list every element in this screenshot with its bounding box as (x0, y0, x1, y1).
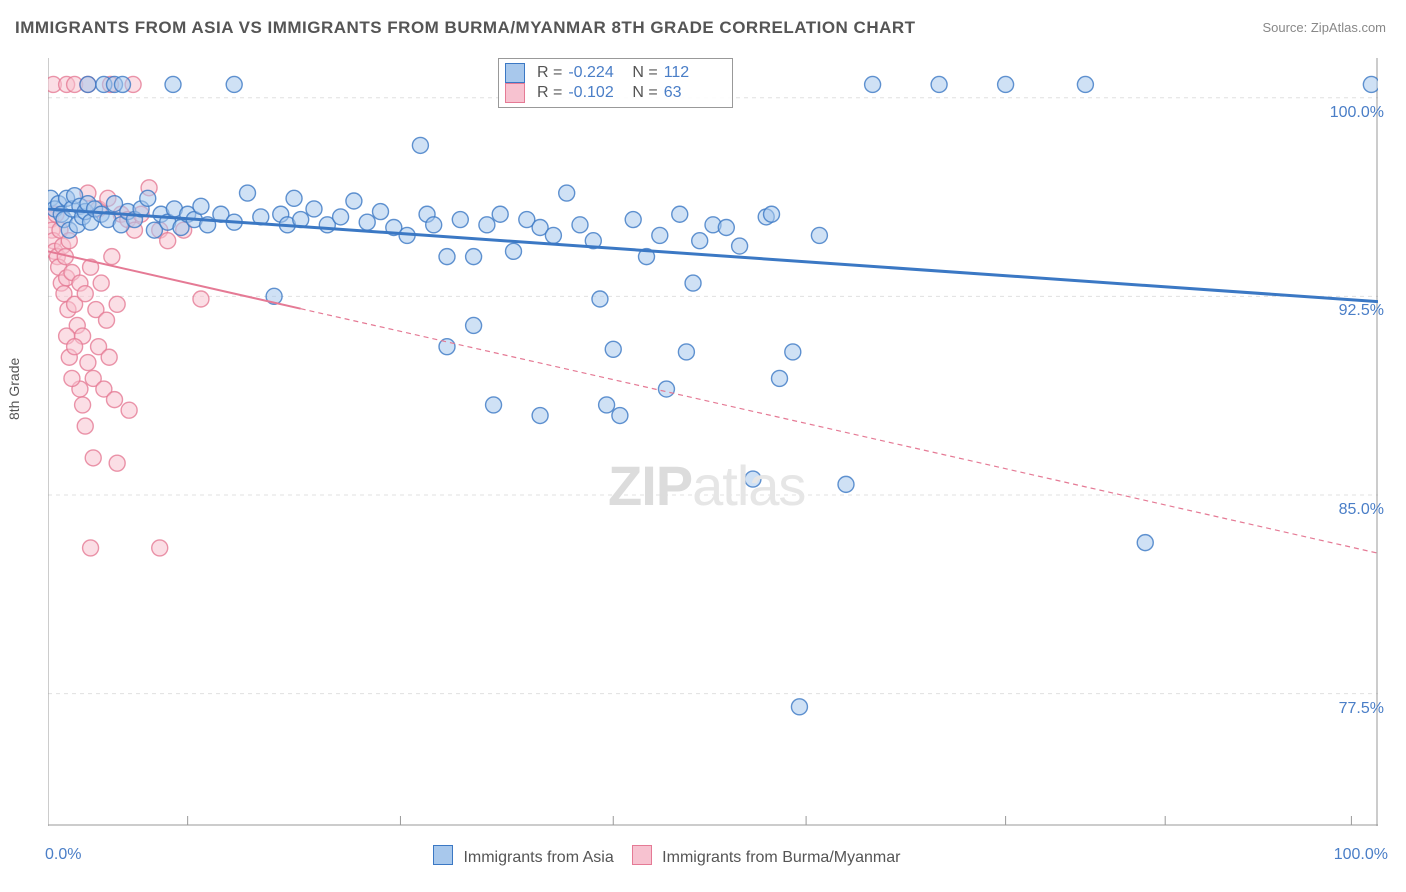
x-tick-max: 100.0% (1334, 846, 1388, 864)
y-axis-label: 8th Grade (6, 358, 22, 420)
y-tick-label: 92.5% (1339, 302, 1384, 320)
legend-n-burma: 63 (664, 84, 722, 102)
legend-n-label: N = (632, 84, 657, 102)
watermark-atlas: atlas (692, 454, 805, 517)
legend-item-asia: Immigrants from Asia (433, 845, 614, 867)
source-label: Source: ZipAtlas.com (1262, 20, 1386, 35)
legend-row-burma: R = -0.102 N = 63 (505, 83, 722, 103)
swatch-burma-icon (505, 83, 525, 103)
legend-n-asia: 112 (664, 64, 722, 82)
x-tick-min: 0.0% (45, 846, 81, 864)
legend-r-label: R = (537, 64, 562, 82)
legend-label-asia: Immigrants from Asia (463, 849, 613, 866)
y-tick-label: 85.0% (1339, 501, 1384, 519)
y-tick-label: 77.5% (1339, 700, 1384, 718)
legend-n-label: N = (632, 64, 657, 82)
legend-r-asia: -0.224 (568, 64, 626, 82)
swatch-burma-icon (632, 845, 652, 865)
plot-svg (48, 58, 1378, 826)
series-legend: Immigrants from Asia Immigrants from Bur… (433, 845, 900, 867)
chart-title: IMMIGRANTS FROM ASIA VS IMMIGRANTS FROM … (15, 18, 916, 38)
swatch-asia-icon (433, 845, 453, 865)
scatter-plot: R = -0.224 N = 112 R = -0.102 N = 63 ZIP… (48, 58, 1378, 826)
legend-row-asia: R = -0.224 N = 112 (505, 63, 722, 83)
correlation-legend: R = -0.224 N = 112 R = -0.102 N = 63 (498, 58, 733, 108)
legend-item-burma: Immigrants from Burma/Myanmar (632, 845, 901, 867)
legend-label-burma: Immigrants from Burma/Myanmar (662, 849, 900, 866)
legend-r-burma: -0.102 (568, 84, 626, 102)
watermark: ZIPatlas (608, 453, 805, 518)
y-tick-label: 100.0% (1330, 104, 1384, 122)
watermark-zip: ZIP (608, 454, 692, 517)
legend-r-label: R = (537, 84, 562, 102)
swatch-asia-icon (505, 63, 525, 83)
